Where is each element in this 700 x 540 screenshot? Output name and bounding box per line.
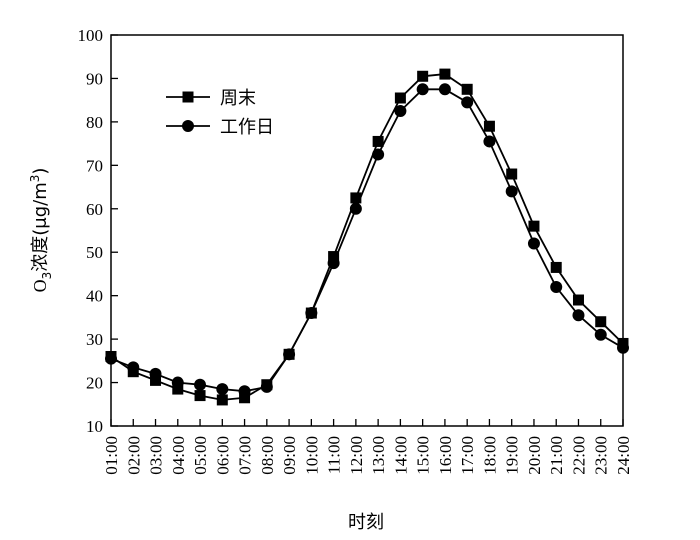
y-tick-label: 80 [86, 113, 103, 132]
x-tick-label: 08:00 [258, 436, 277, 475]
data-point [461, 83, 473, 95]
series-1 [105, 68, 629, 406]
data-point [439, 68, 451, 80]
data-point [327, 257, 340, 270]
data-point [572, 294, 584, 306]
data-point [283, 348, 296, 361]
series-line [110, 88, 624, 393]
y-tick-label: 50 [86, 243, 103, 262]
x-tick-label: 04:00 [169, 436, 188, 475]
x-tick-label: 12:00 [347, 436, 366, 475]
legend-label: 周末 [220, 88, 256, 109]
data-point [171, 376, 184, 389]
data-point [105, 352, 117, 365]
x-tick-label: 23:00 [592, 436, 611, 475]
x-tick-label: 16:00 [436, 436, 455, 475]
x-tick-label: 22:00 [569, 436, 588, 475]
data-point [394, 105, 407, 118]
series-2 [105, 83, 629, 398]
y-tick-label: 100 [78, 26, 104, 45]
plot-frame [110, 34, 624, 427]
legend-item: 周末 [166, 88, 256, 109]
data-point [372, 135, 384, 147]
data-point [416, 83, 429, 96]
data-point [194, 378, 207, 391]
legend-marker-circle-icon [182, 120, 194, 132]
x-tick-label: 24:00 [614, 436, 633, 475]
y-tick-label: 60 [86, 200, 103, 219]
x-tick-label: 05:00 [191, 436, 210, 475]
data-point [595, 316, 607, 328]
data-point [506, 168, 518, 180]
data-point [527, 237, 540, 250]
y-tick-label: 20 [86, 374, 103, 393]
y-axis-title-suffix: ) [30, 168, 51, 175]
data-point [239, 392, 251, 404]
x-axis-title: 时刻 [348, 512, 384, 533]
y-tick-label: 70 [86, 156, 103, 175]
x-tick-label: 10:00 [302, 436, 321, 475]
data-point [127, 361, 140, 374]
data-point [305, 307, 318, 320]
data-point [572, 309, 585, 322]
data-point [617, 341, 629, 354]
data-point [216, 394, 228, 406]
data-point [550, 280, 563, 293]
y-axis-title: O3浓度(μg/m3) [28, 168, 54, 293]
data-point [594, 328, 607, 341]
x-tick-label: 07:00 [236, 436, 255, 475]
x-axis-ticks: 01:00 02:00 03:00 04:00 05:00 06:00 07:00 08:00… [102, 419, 633, 475]
data-point [260, 380, 273, 393]
data-point [438, 83, 451, 96]
y-tick-label: 90 [86, 69, 103, 88]
x-tick-label: 18:00 [480, 436, 499, 475]
y-tick-label: 10 [86, 417, 103, 436]
y-tick-label: 40 [86, 287, 103, 306]
y-axis-title-prefix: O [30, 279, 50, 292]
data-point [328, 251, 340, 263]
x-tick-label: 06:00 [213, 436, 232, 475]
legend-item: 工作日 [166, 117, 274, 138]
y-axis-title-superscript: 3 [28, 175, 42, 183]
x-tick-label: 02:00 [124, 436, 143, 475]
x-tick-label: 19:00 [503, 436, 522, 475]
data-point [216, 383, 229, 396]
x-tick-label: 17:00 [458, 436, 477, 475]
legend-label: 工作日 [220, 117, 274, 138]
data-point [350, 192, 362, 204]
y-axis-title-main: 浓度(μg/m [30, 182, 51, 272]
y-axis-title-subscript: 3 [40, 272, 54, 280]
x-tick-label: 01:00 [102, 436, 121, 475]
y-axis-ticks: 10 20 30 40 50 60 70 80 90 100 [78, 26, 118, 436]
data-point [505, 185, 518, 198]
data-point [149, 367, 162, 380]
data-point [394, 92, 406, 104]
data-point [528, 220, 540, 232]
data-point [483, 120, 495, 132]
series-group [105, 68, 629, 406]
axes [110, 34, 624, 427]
data-point [194, 390, 206, 402]
y-tick-label: 30 [86, 330, 103, 349]
data-point [483, 135, 496, 148]
x-tick-label: 20:00 [525, 436, 544, 475]
data-point [372, 148, 385, 161]
data-point [238, 385, 251, 398]
data-point [349, 202, 362, 215]
x-tick-label: 14:00 [391, 436, 410, 475]
data-point [150, 374, 162, 386]
x-tick-label: 09:00 [280, 436, 299, 475]
legend-marker-square-icon [182, 91, 194, 103]
x-tick-label: 13:00 [369, 436, 388, 475]
x-tick-label: 03:00 [147, 436, 166, 475]
data-point [172, 383, 184, 395]
data-point [417, 70, 429, 82]
x-tick-label: 21:00 [547, 436, 566, 475]
data-point [550, 261, 562, 273]
x-tick-label: 15:00 [414, 436, 433, 475]
data-point [461, 96, 474, 109]
x-tick-label: 11:00 [325, 436, 344, 474]
